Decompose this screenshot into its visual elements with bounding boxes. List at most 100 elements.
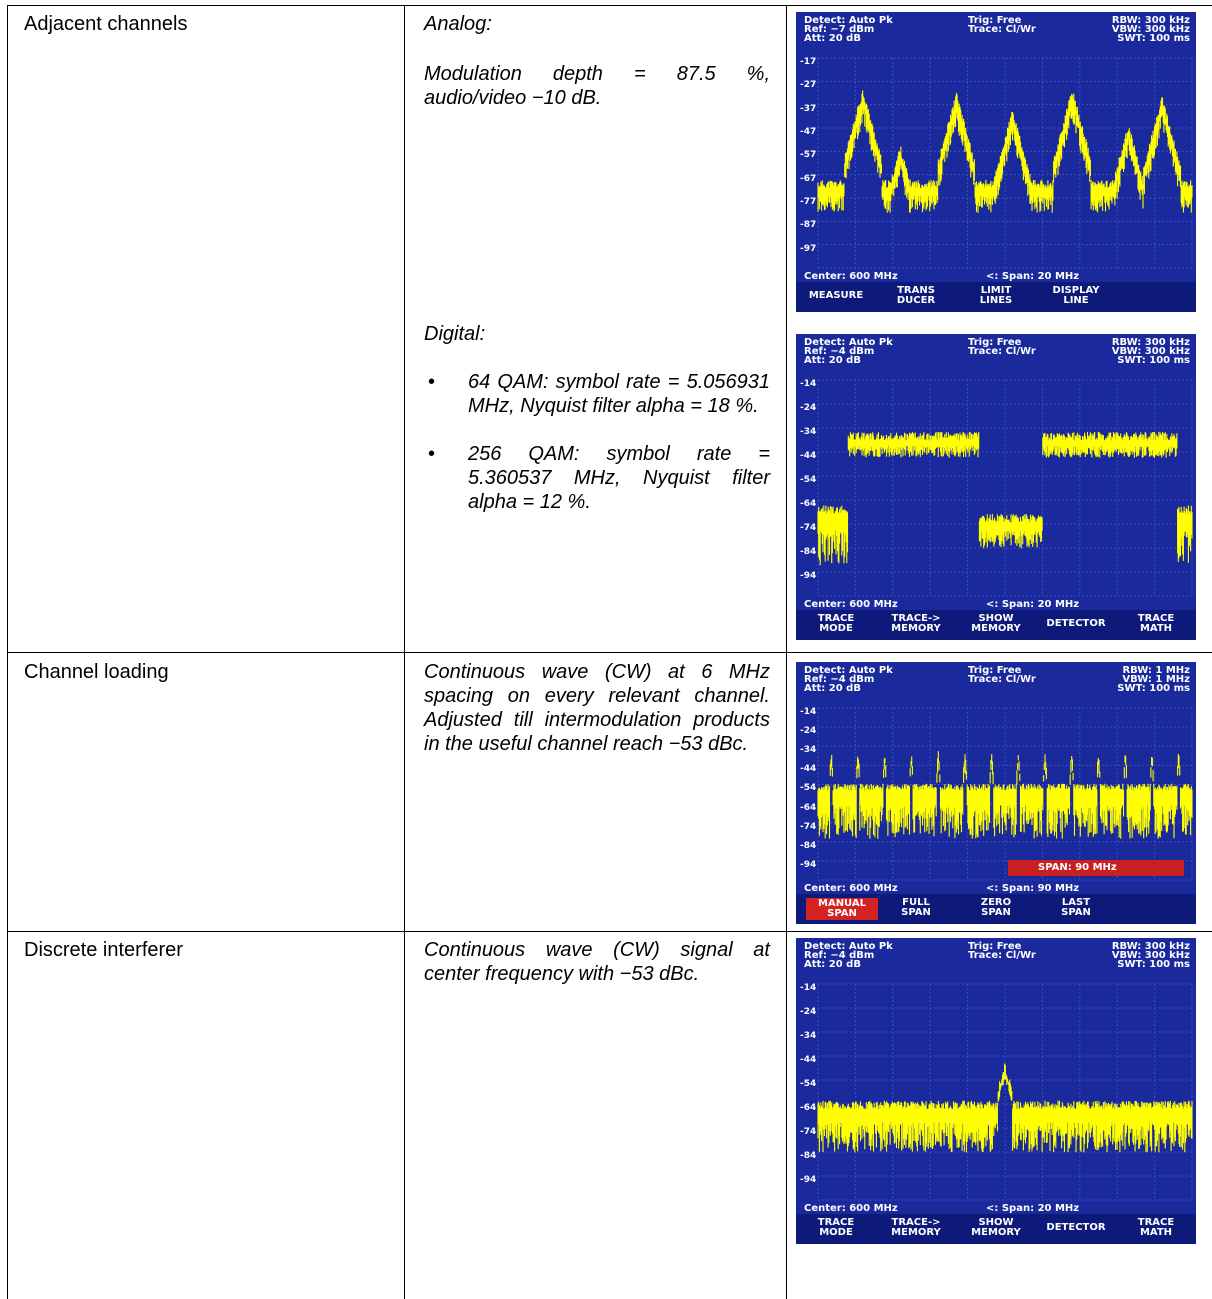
analog-text: Modulation depth = 87.5 %, audio/video −… <box>424 63 770 109</box>
y-axis-label: -94 <box>800 1175 817 1185</box>
y-axis-label: -94 <box>800 859 817 870</box>
y-axis-label: -34 <box>800 427 817 437</box>
spectrum-trace <box>817 431 1193 566</box>
y-axis-label: -34 <box>800 1031 817 1041</box>
spectrum-trace <box>817 1063 1193 1153</box>
column-divider-1 <box>404 5 405 1299</box>
analyzer-screen-digital: Detect: Auto Pk Ref: −4 dBm Att: 20 dB Trig… <box>796 334 1196 640</box>
column-divider-2 <box>786 5 787 1299</box>
analyzer-screen-channel-loading: Detect: Auto Pk Ref: −4 dBm Att: 20 dB Trig… <box>796 662 1196 924</box>
y-axis-label: -64 <box>800 499 817 509</box>
analog-heading: Analog: <box>424 13 492 35</box>
ref-readout: Ref: −4 dBm <box>804 950 875 961</box>
digital-heading: Digital: <box>424 323 486 345</box>
row-label-channel-loading: Channel loading <box>24 661 169 683</box>
trig-readout: Trig: Free <box>968 941 1022 952</box>
row-divider-2 <box>7 931 1212 932</box>
detect-readout: Detect: Auto Pk <box>804 941 893 952</box>
y-axis-label: -97 <box>800 243 817 254</box>
y-axis-label: -84 <box>800 840 817 851</box>
rbw-readout: RBW: 300 kHz <box>1111 337 1190 348</box>
softkey-trace-mode[interactable]: TRACE MODE <box>817 613 855 634</box>
vbw-readout: VBW: 300 kHz <box>1111 24 1190 35</box>
softkey-trace-memory[interactable]: TRACE-> MEMORY <box>891 613 941 634</box>
softkey-full-span[interactable]: FULL SPAN <box>901 897 931 918</box>
softkey-display-line[interactable]: DISPLAY LINE <box>1052 285 1100 306</box>
att-readout: Att: 20 dB <box>804 683 861 694</box>
trace-readout: Trace: Cl/Wr <box>968 950 1036 961</box>
row-label-adjacent-channels: Adjacent channels <box>24 13 188 35</box>
swt-readout: SWT: 100 ms <box>1117 959 1190 970</box>
softkey-trace-memory[interactable]: TRACE-> MEMORY <box>891 1217 941 1238</box>
digital-bullet-list: • 64 QAM: symbol rate = 5.056931 MHz, Ny… <box>424 370 770 514</box>
bullet-glyph: • <box>428 443 436 465</box>
bullet-text: 256 QAM: symbol rate = 5.360537 MHz, Nyq… <box>468 443 770 513</box>
center-frequency-readout: Center: 600 MHz <box>804 1203 898 1214</box>
analyzer-screen-analog: Detect: Auto Pk Ref: −7 dBm Att: 20 dB Trig… <box>796 12 1196 312</box>
y-axis-label: -14 <box>800 379 817 389</box>
span-readout: <: Span: 90 MHz <box>986 883 1080 894</box>
softkey-trace-math[interactable]: TRACE MATH <box>1137 613 1175 634</box>
discrete-interferer-text: Continuous wave (CW) signal at center fr… <box>424 939 770 985</box>
softkey-trans-ducer[interactable]: TRANS DUCER <box>896 285 936 306</box>
softkey-manual-span[interactable]: MANUAL SPAN <box>806 898 878 920</box>
y-axis-label: -84 <box>800 547 817 557</box>
softkey-limit-lines[interactable]: LIMIT LINES <box>979 285 1013 306</box>
y-axis-label: -27 <box>800 80 817 91</box>
detect-readout: Detect: Auto Pk <box>804 15 893 26</box>
detect-readout: Detect: Auto Pk <box>804 337 893 348</box>
softkey-measure[interactable]: MEASURE <box>808 290 864 301</box>
y-axis-label: -74 <box>800 523 817 533</box>
spectrum-trace <box>817 751 1193 839</box>
bullet-glyph: • <box>428 371 436 393</box>
trace-readout: Trace: Cl/Wr <box>968 24 1036 35</box>
y-axis-label: -24 <box>800 403 817 413</box>
y-axis-label: -14 <box>800 707 817 717</box>
spectrum-plot <box>817 707 1193 881</box>
softkey-detector[interactable]: DETECTOR <box>1046 618 1106 629</box>
y-axis-label: -34 <box>800 745 817 756</box>
table-top-border <box>7 5 1212 6</box>
y-axis-label: -47 <box>800 127 817 137</box>
softkey-bar: MANUAL SPAN FULL SPAN ZERO SPAN LAST SPAN <box>796 894 1196 924</box>
softkey-trace-math[interactable]: TRACE MATH <box>1137 1217 1175 1238</box>
y-axis-label: -54 <box>800 475 817 485</box>
softkey-detector[interactable]: DETECTOR <box>1046 1222 1106 1233</box>
trace-readout: Trace: Cl/Wr <box>968 674 1036 685</box>
swt-readout: SWT: 100 ms <box>1117 355 1190 366</box>
y-axis-label: -74 <box>800 1127 817 1137</box>
softkey-bar: MEASURE TRANS DUCER LIMIT LINES DISPLAY LIN… <box>796 282 1196 312</box>
rbw-readout: RBW: 1 MHz <box>1122 665 1190 676</box>
softkey-zero-span[interactable]: ZERO SPAN <box>980 897 1012 918</box>
y-axis-label: -24 <box>800 1007 817 1017</box>
softkey-trace-mode[interactable]: TRACE MODE <box>817 1217 855 1238</box>
y-axis-label: -87 <box>800 220 817 231</box>
row-label-discrete-interferer: Discrete interferer <box>24 939 183 961</box>
y-axis-label: -44 <box>800 1055 817 1065</box>
swt-readout: SWT: 100 ms <box>1117 33 1190 44</box>
y-axis-label: -67 <box>800 173 817 184</box>
channel-loading-description: Continuous wave (CW) at 6 MHz spacing on… <box>424 660 770 756</box>
vbw-readout: VBW: 300 kHz <box>1111 950 1190 961</box>
softkey-last-span[interactable]: LAST SPAN <box>1061 897 1091 918</box>
span-entry-box[interactable]: SPAN: 90 MHz <box>1008 860 1184 876</box>
y-axis-label: -94 <box>800 571 817 581</box>
y-axis-label: -54 <box>800 783 817 794</box>
trace-readout: Trace: Cl/Wr <box>968 346 1036 357</box>
y-axis-label: -77 <box>800 197 817 207</box>
span-readout: <: Span: 20 MHz <box>986 271 1080 282</box>
bullet-text: 64 QAM: symbol rate = 5.056931 MHz, Nyqu… <box>468 371 770 417</box>
softkey-show-memory[interactable]: SHOW MEMORY <box>971 613 1021 634</box>
y-axis-label: -17 <box>800 57 817 67</box>
center-frequency-readout: Center: 600 MHz <box>804 271 898 282</box>
channel-loading-text: Continuous wave (CW) at 6 MHz spacing on… <box>424 661 770 755</box>
trig-readout: Trig: Free <box>968 15 1022 26</box>
ref-readout: Ref: −4 dBm <box>804 674 875 685</box>
digital-section: Digital: • 64 QAM: symbol rate = 5.05693… <box>424 322 770 514</box>
y-axis-label: -57 <box>800 150 817 161</box>
y-axis-label: -44 <box>800 451 817 461</box>
y-axis-label: -24 <box>800 726 817 737</box>
softkey-show-memory[interactable]: SHOW MEMORY <box>971 1217 1021 1238</box>
trig-readout: Trig: Free <box>968 337 1022 348</box>
vbw-readout: VBW: 1 MHz <box>1122 674 1190 685</box>
